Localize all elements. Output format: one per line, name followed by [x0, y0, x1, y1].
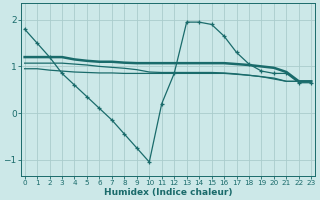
- X-axis label: Humidex (Indice chaleur): Humidex (Indice chaleur): [104, 188, 232, 197]
